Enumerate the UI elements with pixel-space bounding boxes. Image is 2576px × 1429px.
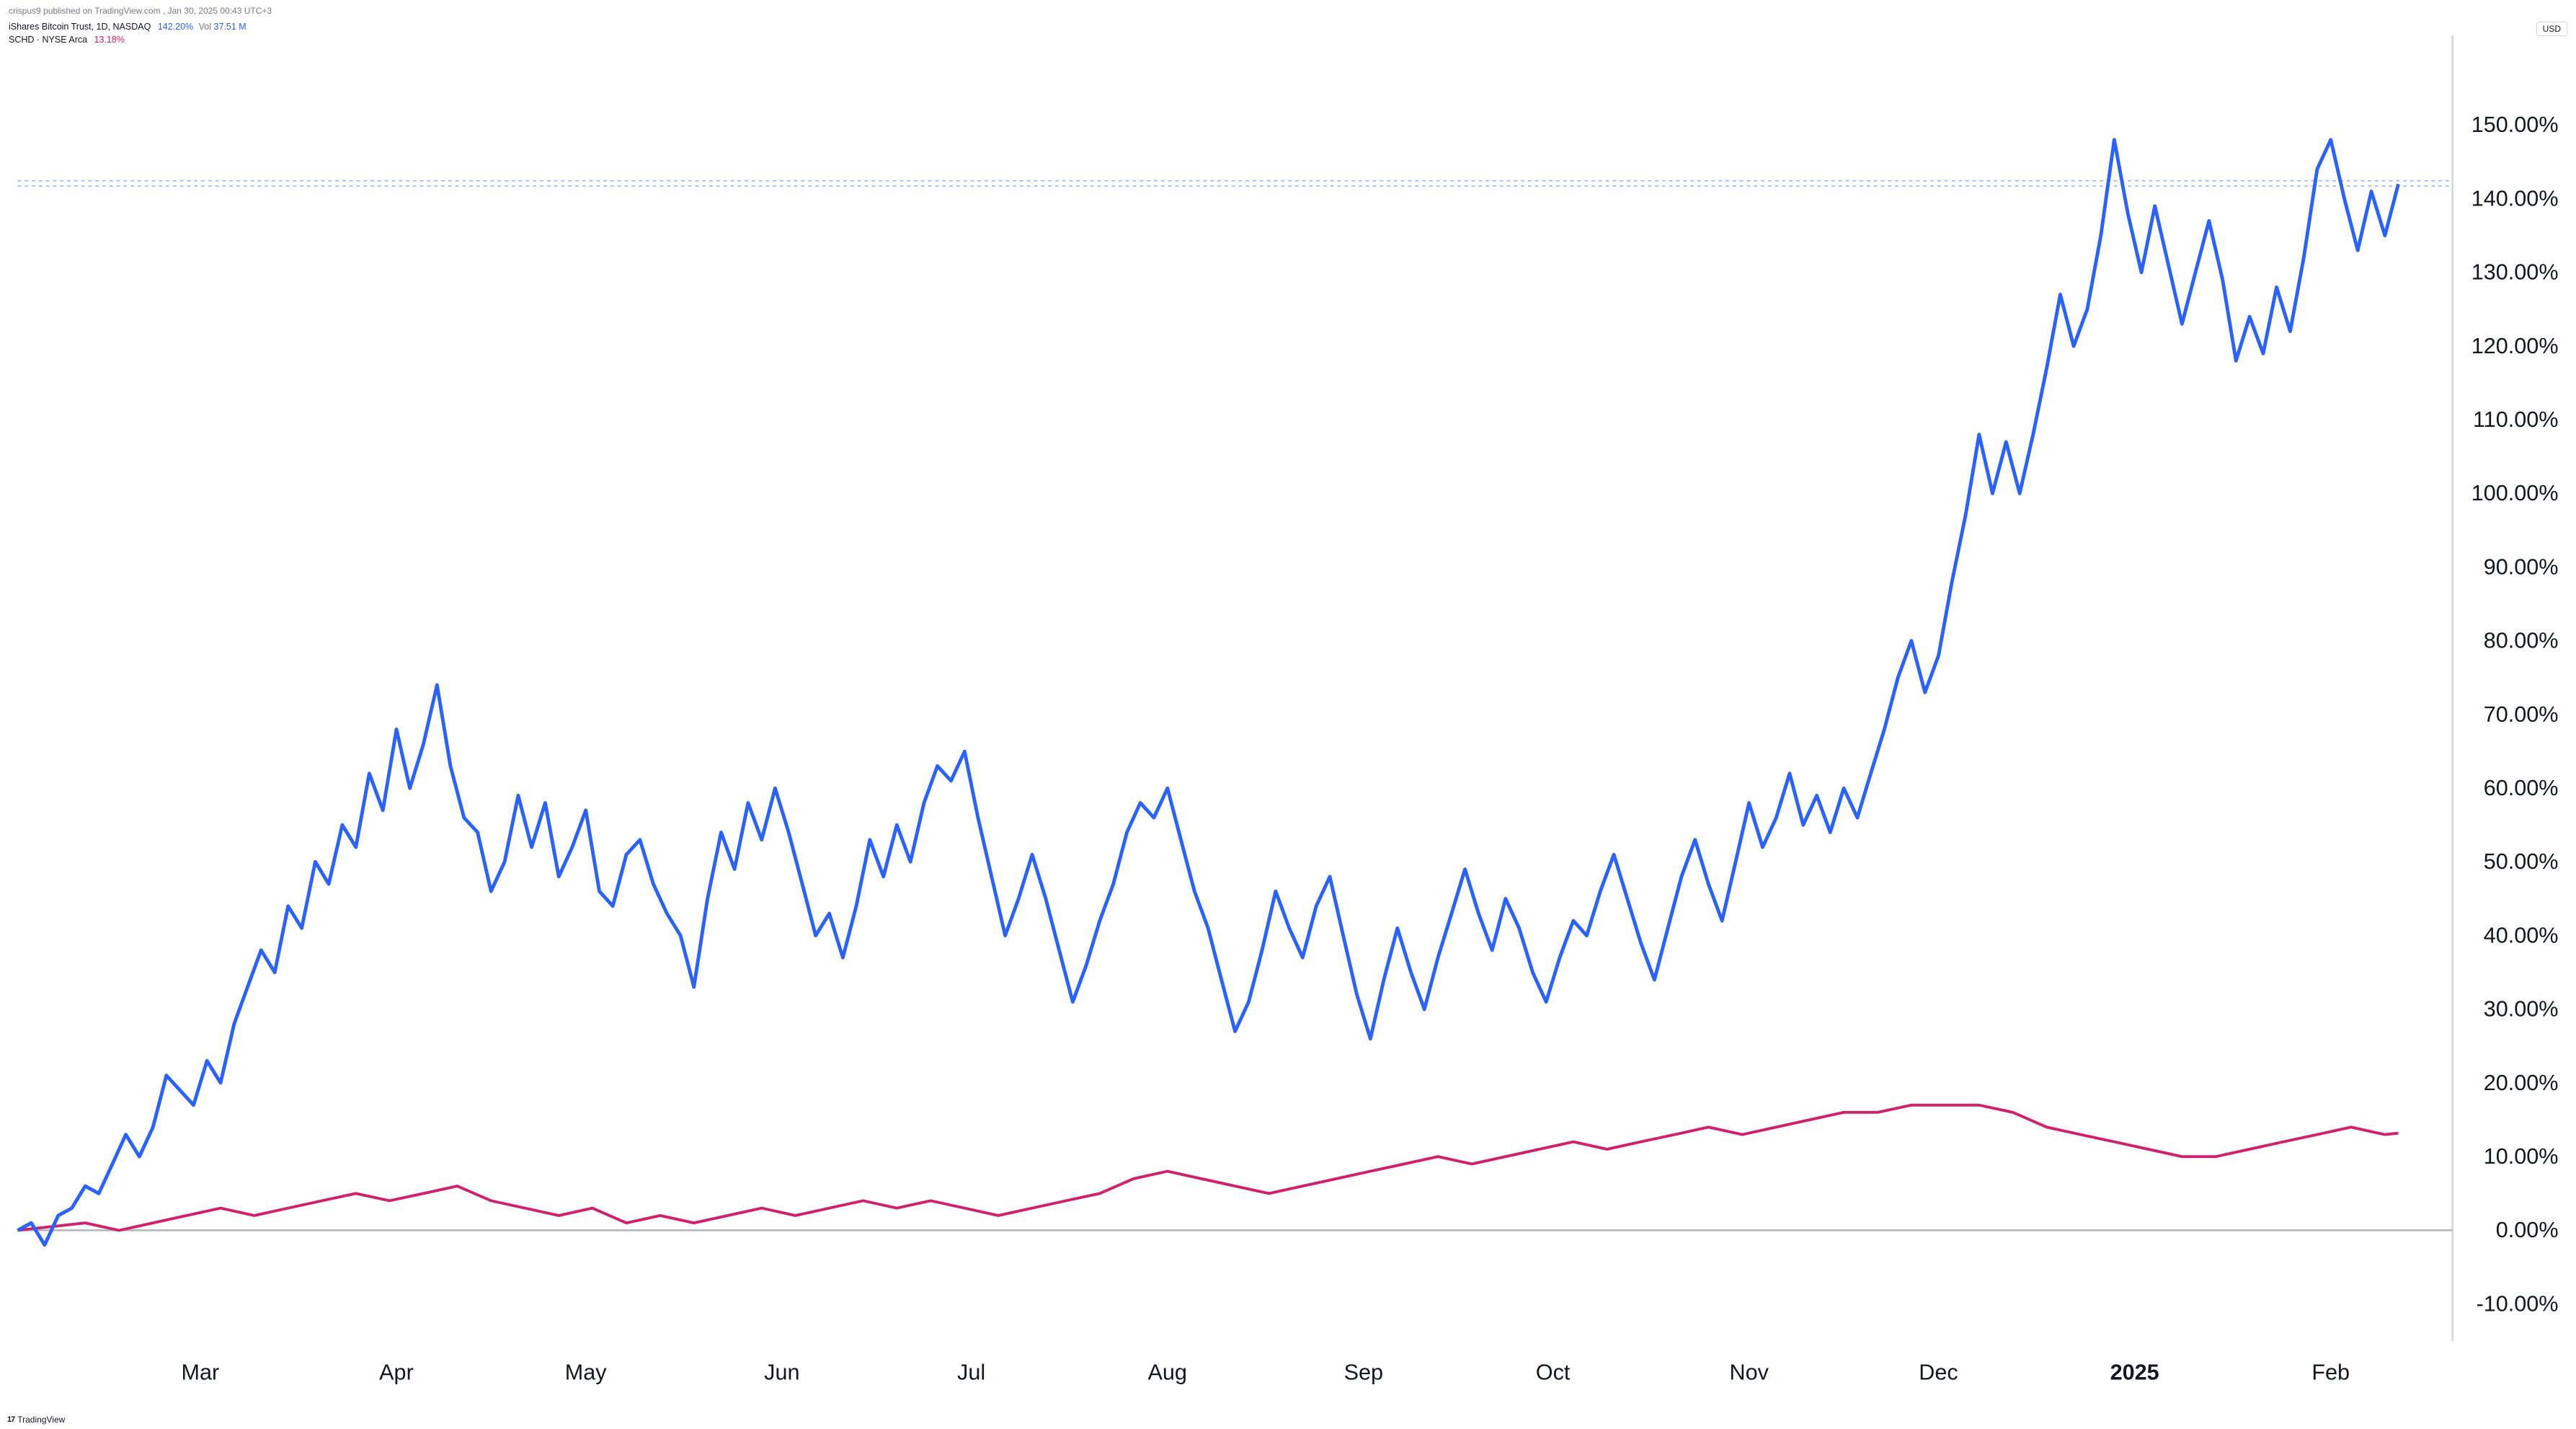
y-axis-label: 130.00% <box>2471 260 2559 285</box>
y-axis-label: 120.00% <box>2471 334 2559 358</box>
series1-interval: 1D <box>97 22 108 32</box>
y-axis-label: 70.00% <box>2484 702 2559 727</box>
y-axis-label: 150.00% <box>2471 112 2559 137</box>
x-axis-label: Jul <box>957 1360 985 1384</box>
y-axis-label: 60.00% <box>2484 776 2559 800</box>
currency-badge: USD <box>2536 22 2567 36</box>
legend-series-1: iShares Bitcoin Trust, 1D, NASDAQ 142.20… <box>9 22 247 32</box>
series2-name: SCHD <box>9 35 34 45</box>
x-axis-label: Jun <box>764 1360 799 1384</box>
publish-header: crispus9 published on TradingView.com , … <box>9 6 272 16</box>
footer-brand-text: TradingView <box>17 1415 65 1425</box>
y-axis-label: 50.00% <box>2484 849 2559 874</box>
x-axis-label: 2025 <box>2110 1360 2159 1384</box>
y-axis-label: 110.00% <box>2473 407 2558 432</box>
publisher: crispus9 <box>9 6 41 16</box>
price-chart[interactable]: -10.00% 0.00% 10.00% 20.00% 30.00% 40.00% 50.0… <box>0 0 2576 1429</box>
series1-exchange: NASDAQ <box>113 22 151 32</box>
tradingview-logo-icon: 17 <box>7 1415 14 1424</box>
x-axis-label: Apr <box>379 1360 414 1384</box>
y-axis-label: 0.00% <box>2496 1218 2559 1242</box>
series1-pct: 142.20% <box>158 22 193 32</box>
y-axis-label: 140.00% <box>2471 186 2559 211</box>
y-axis-label: 80.00% <box>2484 629 2559 653</box>
volume-label: Vol <box>199 22 214 32</box>
legend-series-2: SCHD · NYSE Arca 13.18% <box>9 35 125 45</box>
x-axis-label: Nov <box>1730 1360 1769 1384</box>
x-axis-label: Sep <box>1344 1360 1383 1384</box>
series2-exchange: NYSE Arca <box>43 35 88 45</box>
y-axis-label: -10.00% <box>2477 1291 2559 1316</box>
series1-name: iShares Bitcoin Trust <box>9 22 92 32</box>
chart-container: crispus9 published on TradingView.com , … <box>0 0 2576 1429</box>
x-axis-label: Oct <box>1536 1360 1571 1384</box>
series-schd-line <box>17 1105 2398 1231</box>
volume-value: 37.51 M <box>214 22 247 32</box>
y-axis-label: 100.00% <box>2471 481 2559 505</box>
x-axis-label: Aug <box>1148 1360 1187 1384</box>
series2-pct: 13.18% <box>94 35 125 45</box>
y-axis-label: 30.00% <box>2484 997 2559 1022</box>
x-axis-label: Dec <box>1919 1360 1958 1384</box>
y-axis-label: 40.00% <box>2484 923 2559 947</box>
x-axis-label: May <box>565 1360 607 1384</box>
y-axis-label: 20.00% <box>2484 1071 2559 1095</box>
series-ibit-line <box>17 140 2398 1245</box>
x-axis-label: Mar <box>182 1360 220 1384</box>
timestamp: Jan 30, 2025 00:43 UTC+3 <box>168 6 272 16</box>
y-axis-label: 90.00% <box>2484 554 2559 579</box>
y-axis-label: 10.00% <box>2484 1144 2559 1169</box>
footer-brand: 17 TradingView <box>7 1415 65 1425</box>
x-axis-label: Feb <box>2311 1360 2350 1384</box>
site: TradingView.com <box>94 6 160 16</box>
